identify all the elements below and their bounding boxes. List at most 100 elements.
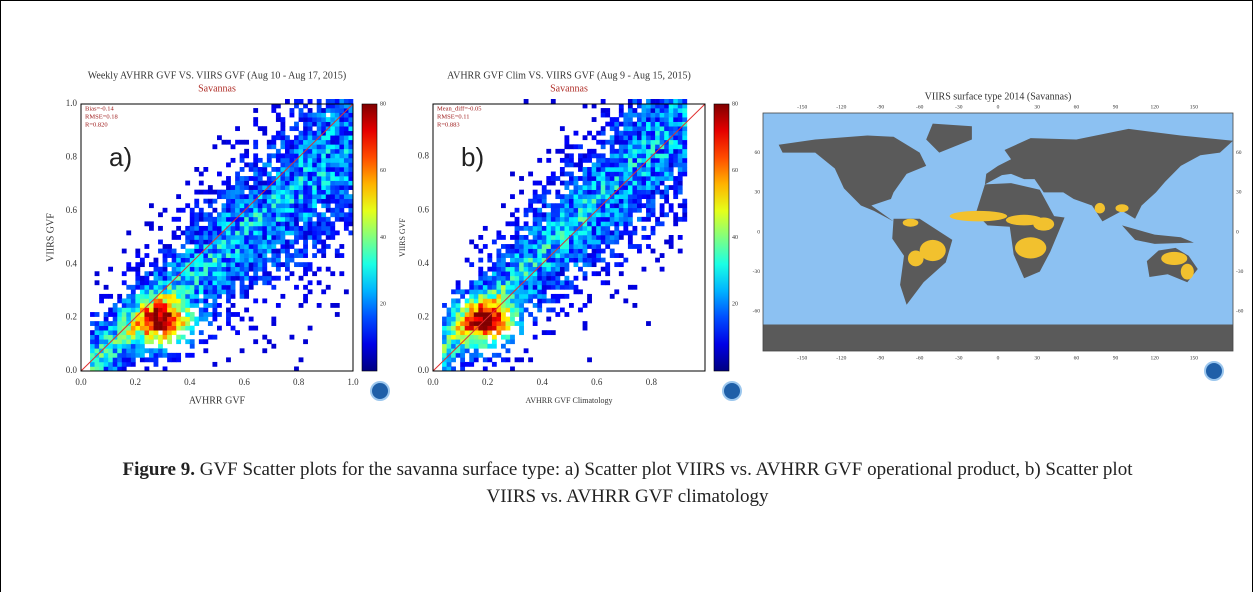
density-cell bbox=[541, 194, 547, 200]
density-cell bbox=[464, 330, 470, 336]
density-cell bbox=[275, 103, 281, 109]
density-cell bbox=[285, 139, 290, 145]
density-cell bbox=[550, 257, 556, 263]
density-cell bbox=[541, 203, 547, 209]
density-cell bbox=[194, 189, 200, 195]
density-cell bbox=[180, 230, 186, 236]
density-cell bbox=[144, 289, 150, 295]
density-cell bbox=[528, 225, 534, 231]
density-cell bbox=[248, 185, 254, 190]
density-cell bbox=[316, 130, 322, 136]
density-cell bbox=[158, 293, 163, 299]
density-cell bbox=[473, 312, 479, 317]
density-cell bbox=[271, 153, 277, 159]
density-cell bbox=[257, 235, 263, 240]
density-cell bbox=[469, 239, 475, 245]
density-cell bbox=[330, 130, 336, 136]
density-cell bbox=[253, 257, 259, 263]
density-cell bbox=[198, 230, 204, 236]
density-cell bbox=[632, 207, 638, 213]
density-cell bbox=[230, 289, 236, 295]
density-cell bbox=[569, 303, 574, 308]
density-cell bbox=[194, 266, 200, 272]
density-cell bbox=[194, 230, 200, 236]
density-cell bbox=[550, 262, 556, 268]
density-cell bbox=[153, 289, 159, 295]
density-cell bbox=[221, 139, 227, 145]
density-cell bbox=[144, 339, 150, 345]
density-cell bbox=[226, 262, 231, 268]
density-cell bbox=[519, 239, 524, 245]
density-cell bbox=[609, 221, 615, 227]
density-cell bbox=[555, 253, 561, 258]
density-cell bbox=[235, 275, 240, 281]
density-cell bbox=[217, 194, 222, 200]
density-cell bbox=[655, 139, 660, 145]
density-cell bbox=[664, 112, 670, 118]
density-cell bbox=[682, 207, 688, 213]
density-cell bbox=[591, 167, 597, 172]
density-cell bbox=[487, 312, 493, 317]
density-cell bbox=[460, 293, 466, 299]
density-cell bbox=[280, 117, 286, 122]
density-cell bbox=[605, 176, 611, 181]
density-cell bbox=[559, 230, 565, 236]
density-cell bbox=[659, 103, 665, 109]
density-cell bbox=[280, 157, 286, 163]
density-cell bbox=[289, 139, 295, 145]
density-cell bbox=[257, 157, 263, 163]
density-cell bbox=[221, 225, 227, 231]
density-cell bbox=[126, 334, 132, 340]
density-cell bbox=[582, 321, 588, 326]
density-cell bbox=[275, 185, 281, 190]
density-cell bbox=[289, 194, 295, 200]
density-cell bbox=[94, 348, 100, 354]
density-cell bbox=[289, 207, 295, 213]
density-cell bbox=[316, 157, 322, 163]
density-cell bbox=[130, 303, 136, 308]
density-cell bbox=[266, 235, 272, 240]
density-cell bbox=[266, 176, 272, 181]
density-cell bbox=[532, 280, 538, 286]
density-cell bbox=[167, 289, 172, 295]
density-cell bbox=[537, 207, 543, 213]
density-cell bbox=[248, 203, 254, 209]
density-cell bbox=[285, 176, 290, 181]
density-cell bbox=[550, 99, 556, 104]
density-cell bbox=[162, 293, 168, 299]
density-cell bbox=[478, 330, 484, 336]
density-cell bbox=[226, 212, 231, 218]
x-tick-label: 0.0 bbox=[427, 377, 439, 387]
density-cell bbox=[330, 148, 336, 154]
density-cell bbox=[573, 130, 579, 136]
density-cell bbox=[316, 121, 322, 127]
density-cell bbox=[244, 239, 250, 245]
density-cell bbox=[221, 284, 227, 290]
density-cell bbox=[501, 307, 506, 313]
map-lat-tick-label: -60 bbox=[1236, 309, 1244, 315]
density-cell bbox=[167, 339, 172, 345]
density-cell bbox=[262, 180, 268, 186]
density-cell bbox=[348, 198, 354, 204]
density-cell bbox=[162, 271, 168, 277]
density-cell bbox=[316, 99, 322, 104]
density-cell bbox=[555, 280, 561, 286]
density-cell bbox=[473, 352, 479, 358]
density-cell bbox=[537, 266, 543, 272]
density-cell bbox=[646, 121, 651, 127]
density-cell bbox=[482, 343, 488, 349]
density-cell bbox=[627, 171, 633, 177]
density-cell bbox=[605, 167, 611, 172]
density-cell bbox=[582, 171, 588, 177]
density-cell bbox=[591, 153, 597, 159]
density-cell bbox=[275, 171, 281, 177]
density-cell bbox=[659, 99, 665, 104]
density-cell bbox=[455, 339, 461, 345]
density-cell bbox=[614, 171, 620, 177]
density-cell bbox=[226, 293, 231, 299]
density-cell bbox=[321, 221, 327, 227]
density-cell bbox=[564, 275, 570, 281]
density-cell bbox=[501, 253, 506, 258]
density-cell bbox=[189, 235, 195, 240]
density-cell bbox=[239, 316, 245, 322]
